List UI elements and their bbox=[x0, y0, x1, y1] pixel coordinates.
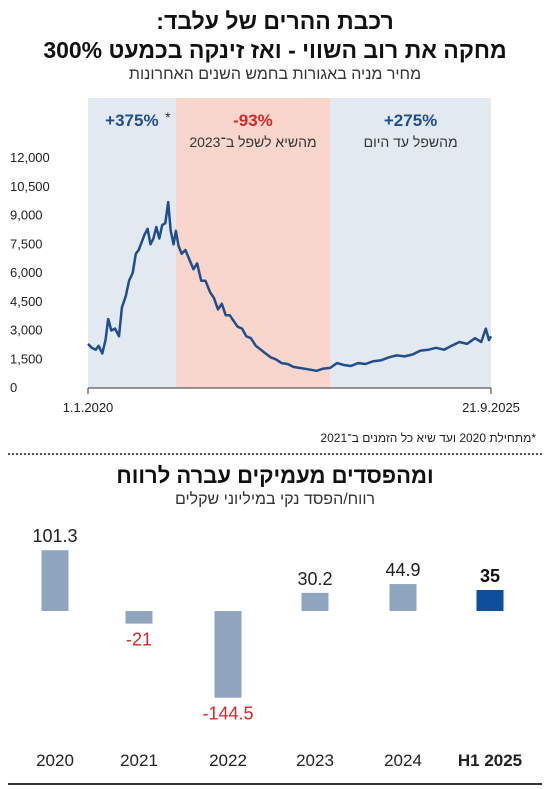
period-change-label-1: +375% bbox=[105, 111, 158, 130]
bar-category-label: 2023 bbox=[296, 751, 334, 770]
period-band-1 bbox=[88, 98, 176, 388]
bar-chart-subtitle: רווח/הפסד נקי במיליוני שקלים bbox=[174, 491, 376, 508]
period-labels: +375% * -93% מהשיא לשפל ב־2023 +275% מהשפל עד… bbox=[105, 109, 457, 150]
y-tick-label: 10,500 bbox=[10, 179, 50, 194]
price-line-layer bbox=[87, 200, 493, 373]
period-band-3 bbox=[330, 98, 491, 388]
section-divider bbox=[8, 453, 542, 455]
period-change-label-3: +275% bbox=[384, 111, 437, 130]
bar-category-label: 2021 bbox=[120, 751, 158, 770]
bar-value-label: -144.5 bbox=[202, 704, 253, 724]
footnote: *מתחילת 2020 ועד שיא כל הזמנים ב־2021 bbox=[320, 431, 536, 445]
bar-category-label: H1 2025 bbox=[458, 751, 522, 770]
x-tick-label: 1.1.2020 bbox=[63, 400, 114, 415]
y-tick-label: 6,000 bbox=[10, 265, 43, 280]
bar-category-label: 2020 bbox=[36, 751, 74, 770]
bottom-rule bbox=[8, 783, 542, 785]
main-title-line-2: מחקה את רוב השווי - ואז זינקה בכמעט 300% bbox=[43, 37, 507, 63]
y-tick-label: 0 bbox=[10, 380, 17, 395]
stock-price-line-chart: 0 1,500 3,000 4,500 6,000 7,500 9,000 10,500 12,… bbox=[10, 98, 520, 415]
price-line bbox=[87, 200, 493, 373]
bar-2024 bbox=[389, 584, 417, 611]
x-tick-label: 21.9.2025 bbox=[462, 400, 520, 415]
bar-value-label: 44.9 bbox=[385, 560, 420, 580]
bar-chart-title: ומהפסדים מעמיקים עברה לרווח bbox=[116, 463, 434, 488]
period-description-3: מהשפל עד היום bbox=[364, 134, 458, 150]
bar-category-label: 2024 bbox=[384, 751, 422, 770]
bar-2022 bbox=[214, 611, 242, 698]
period-change-label-2: -93% bbox=[233, 111, 273, 130]
bar-H1-2025 bbox=[476, 590, 504, 611]
bars-layer: 101.3 2020 -21 2021 -144.5 2022 30.2 2023 44.9 20… bbox=[32, 526, 522, 770]
y-tick-label: 12,000 bbox=[10, 150, 50, 165]
line-chart-subtitle: מחיר מניה באגורות בחמש השנים האחרונות bbox=[128, 66, 422, 83]
y-axis-ticks: 0 1,500 3,000 4,500 6,000 7,500 9,000 10,500 12,… bbox=[10, 150, 50, 395]
period-marker: * bbox=[165, 109, 171, 125]
x-axis: 1.1.2020 21.9.2025 bbox=[63, 387, 520, 415]
bar-2021 bbox=[125, 611, 153, 624]
bar-value-label: 30.2 bbox=[297, 569, 332, 589]
main-title-line-1: רכבת ההרים של עלבד: bbox=[156, 8, 394, 34]
period-description-2: מהשיא לשפל ב־2023 bbox=[189, 134, 316, 150]
bar-2023 bbox=[301, 592, 329, 611]
bar-category-label: 2022 bbox=[209, 751, 247, 770]
bar-2020 bbox=[41, 550, 69, 611]
y-tick-label: 1,500 bbox=[10, 351, 43, 366]
y-tick-label: 7,500 bbox=[10, 236, 43, 251]
bar-value-label: 35 bbox=[480, 566, 500, 586]
y-tick-label: 9,000 bbox=[10, 208, 43, 223]
y-tick-label: 4,500 bbox=[10, 294, 43, 309]
period-bands bbox=[88, 98, 491, 388]
bar-value-label: -21 bbox=[126, 630, 152, 650]
y-tick-label: 3,000 bbox=[10, 323, 43, 338]
bar-value-label: 101.3 bbox=[32, 526, 77, 546]
